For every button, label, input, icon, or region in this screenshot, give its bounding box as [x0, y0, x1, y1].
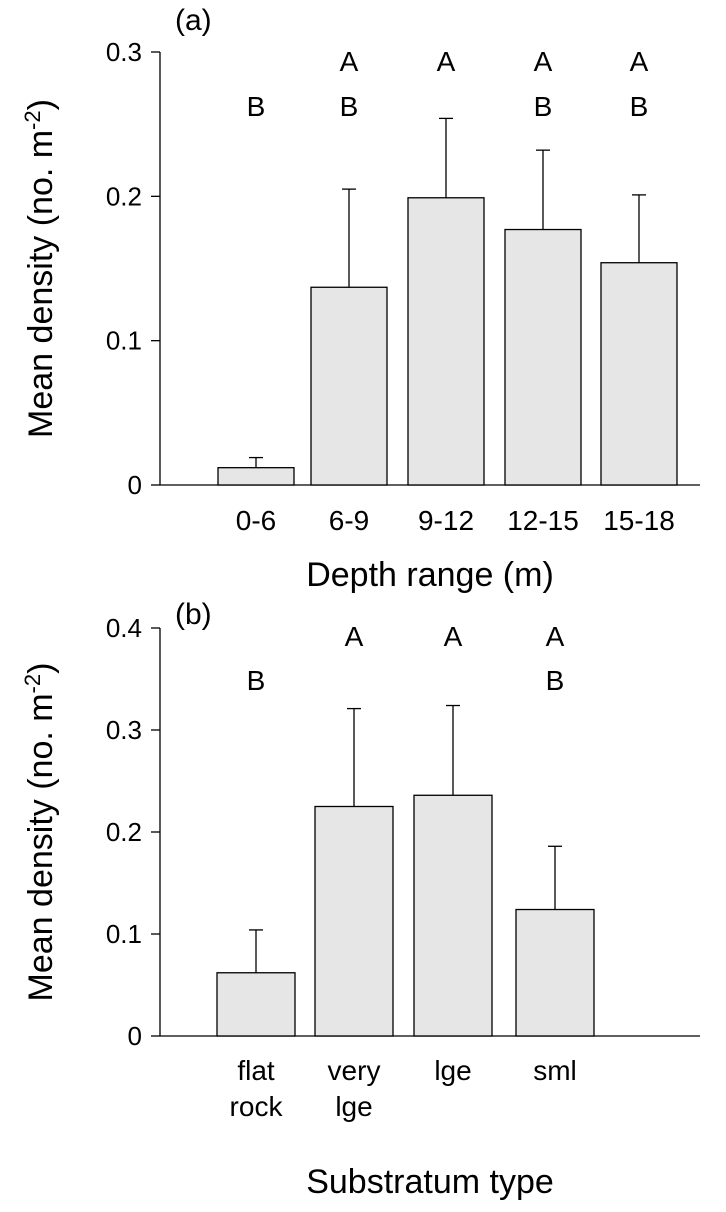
significance-letter: B	[247, 91, 266, 122]
bar	[216, 972, 296, 1037]
significance-letter: B	[340, 91, 359, 122]
significance-letter: A	[340, 46, 359, 77]
y-tick-label: 0.1	[106, 326, 142, 356]
significance-letter: A	[630, 46, 649, 77]
y-axis-title-superscript: -2	[20, 110, 45, 130]
significance-letter: B	[534, 91, 553, 122]
y-tick-label: 0.2	[106, 181, 142, 211]
significance-letter: A	[345, 621, 364, 652]
y-axis-title-superscript: -2	[20, 674, 45, 694]
x-tick-label: sml	[533, 1055, 577, 1086]
y-tick-label: 0.3	[106, 715, 142, 745]
bar	[217, 467, 295, 486]
significance-letter: A	[437, 46, 456, 77]
y-tick-label: 0.1	[106, 919, 142, 949]
x-tick-label: rock	[230, 1091, 284, 1122]
y-axis-title-close: )	[22, 663, 60, 674]
significance-letter: A	[444, 621, 463, 652]
significance-letter: A	[534, 46, 553, 77]
bar	[504, 228, 582, 486]
y-axis-title: Mean density (no. m-2)	[20, 99, 60, 438]
panel-label: (b)	[175, 598, 212, 631]
y-tick-label: 0.2	[106, 817, 142, 847]
panel-b: 00.10.20.30.4BflatrockAverylgeAlgeABsmlS…	[20, 598, 700, 1201]
x-tick-label: very	[328, 1055, 381, 1086]
x-tick-label: 6-9	[329, 505, 369, 536]
significance-letter: B	[247, 665, 266, 696]
x-tick-label: 15-18	[603, 505, 675, 536]
panel-a: 00.10.20.3B0-6AB6-9A9-12AB12-15AB15-18De…	[20, 4, 700, 594]
y-tick-label: 0.3	[106, 37, 142, 67]
significance-letter: A	[546, 621, 565, 652]
bar	[600, 262, 678, 486]
y-axis-title-close: )	[22, 99, 60, 110]
bar	[314, 805, 394, 1037]
x-tick-label: 12-15	[507, 505, 579, 536]
significance-letter: B	[546, 665, 565, 696]
bar	[310, 286, 388, 486]
y-tick-label: 0	[128, 470, 142, 500]
y-tick-label: 0	[128, 1021, 142, 1051]
bar	[515, 908, 595, 1037]
bar	[407, 197, 485, 486]
x-tick-label: lge	[335, 1091, 372, 1122]
x-tick-label: 9-12	[418, 505, 474, 536]
y-axis-title: Mean density (no. m-2)	[20, 663, 60, 1002]
y-tick-label: 0.4	[106, 613, 142, 643]
x-axis-title: Depth range (m)	[306, 556, 554, 594]
x-tick-label: flat	[237, 1055, 275, 1086]
x-tick-label: 0-6	[236, 505, 276, 536]
bar	[413, 794, 493, 1037]
x-axis-title: Substratum type	[306, 1163, 554, 1201]
y-axis-title-main: Mean density (no. m	[22, 693, 60, 1001]
panel-label: (a)	[175, 4, 212, 37]
significance-letter: B	[630, 91, 649, 122]
x-tick-label: lge	[434, 1055, 471, 1086]
y-axis-title-main: Mean density (no. m	[22, 130, 60, 438]
